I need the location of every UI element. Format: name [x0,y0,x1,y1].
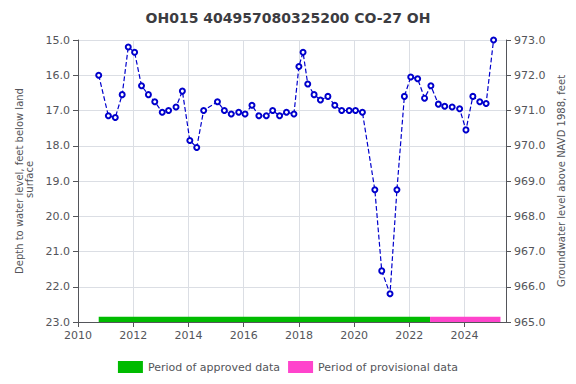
svg-text:968.0: 968.0 [514,210,546,223]
svg-text:16.0: 16.0 [46,69,71,82]
svg-text:965.0: 965.0 [514,316,546,329]
svg-text:21.0: 21.0 [46,245,71,258]
svg-text:23.0: 23.0 [46,316,71,329]
svg-text:Depth to water level, feet bel: Depth to water level, feet below land [14,88,26,274]
svg-text:2010: 2010 [64,329,92,342]
svg-text:Groundwater level above NAVD 1: Groundwater level above NAVD 1988, feet [556,75,567,287]
svg-text:2020: 2020 [340,329,368,342]
svg-text:20.0: 20.0 [46,210,71,223]
svg-text:surface: surface [24,161,35,201]
svg-text:OH015 404957080325200 CO-27 OH: OH015 404957080325200 CO-27 OH [146,10,431,26]
svg-text:18.0: 18.0 [46,139,71,152]
svg-text:2012: 2012 [119,329,147,342]
svg-text:2018: 2018 [285,329,313,342]
svg-text:971.0: 971.0 [514,104,546,117]
svg-text:Period of provisional data: Period of provisional data [318,361,458,374]
svg-text:967.0: 967.0 [514,245,546,258]
svg-text:22.0: 22.0 [46,280,71,293]
svg-text:15.0: 15.0 [46,34,71,47]
svg-text:972.0: 972.0 [514,69,546,82]
svg-text:17.0: 17.0 [46,104,71,117]
svg-text:19.0: 19.0 [46,175,71,188]
svg-text:2022: 2022 [395,329,423,342]
svg-text:2014: 2014 [174,329,202,342]
svg-text:Period of approved data: Period of approved data [148,361,280,374]
svg-text:2016: 2016 [230,329,258,342]
svg-text:969.0: 969.0 [514,175,546,188]
svg-text:2024: 2024 [451,329,479,342]
svg-text:973.0: 973.0 [514,34,546,47]
svg-text:966.0: 966.0 [514,280,546,293]
svg-text:970.0: 970.0 [514,139,546,152]
